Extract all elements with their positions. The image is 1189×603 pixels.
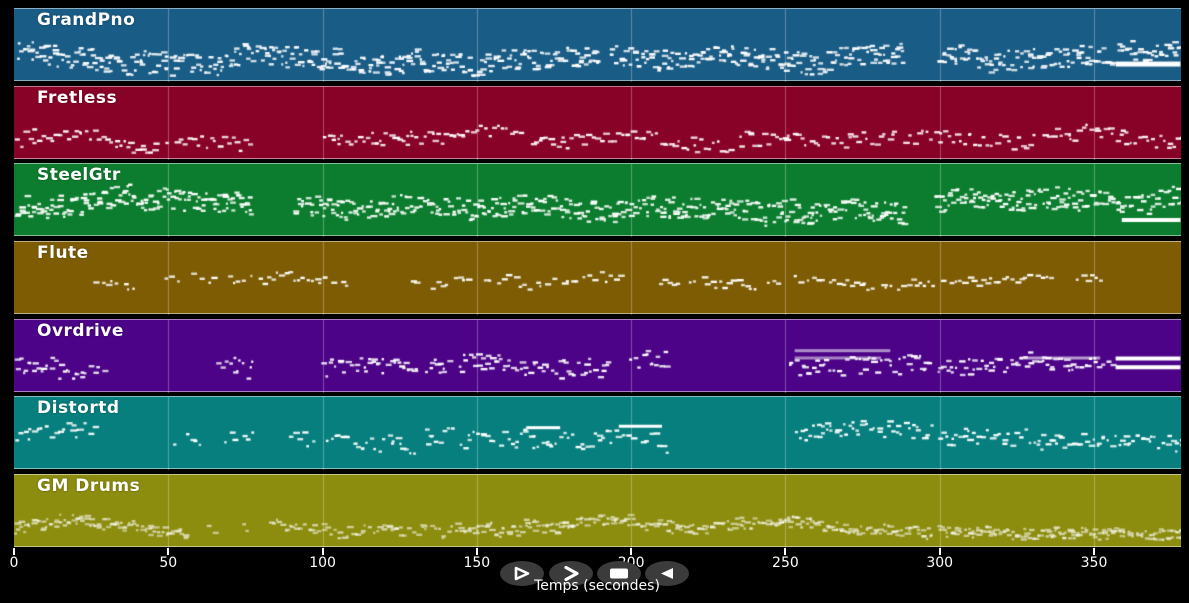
tick-mark (630, 548, 633, 555)
tick-mark (475, 548, 478, 555)
track-notes-canvas (14, 164, 1181, 237)
fast-forward-button[interactable] (549, 561, 593, 586)
play-button[interactable] (500, 561, 544, 586)
track-band-gm-drums: GM Drums (14, 474, 1181, 548)
track-notes-canvas (14, 9, 1181, 82)
play-icon (512, 566, 532, 581)
tick-mark (321, 548, 324, 555)
tick-label: 100 (309, 555, 336, 571)
tick-label: 300 (926, 555, 954, 571)
rewind-button[interactable] (645, 561, 689, 586)
playback-controls (0, 561, 1189, 588)
track-band-flute: Flute (14, 241, 1181, 315)
tick-label: 350 (1080, 555, 1108, 571)
track-label: SteelGtr (37, 165, 121, 185)
stop-button[interactable] (597, 561, 641, 586)
track-notes-canvas (14, 475, 1181, 548)
track-label: GrandPno (37, 10, 136, 30)
track-label: Flute (37, 243, 89, 263)
tick-label: 0 (9, 555, 19, 571)
tick-mark (784, 548, 787, 555)
track-notes-canvas (14, 242, 1181, 315)
tick-label: 50 (159, 555, 178, 571)
stop-icon (609, 566, 629, 581)
tick-mark (167, 548, 170, 555)
track-notes-canvas (14, 87, 1181, 160)
tick-label: 150 (463, 555, 491, 571)
tick-mark (1093, 548, 1095, 555)
track-notes-canvas (14, 397, 1181, 470)
fast-forward-icon (561, 566, 581, 581)
track-band-distortd: Distortd (14, 396, 1181, 470)
track-label: Distortd (37, 398, 120, 418)
track-label: Fretless (37, 88, 118, 108)
tick-label: 250 (772, 555, 799, 571)
track-band-grandpno: GrandPno (14, 8, 1181, 82)
rewind-icon (657, 566, 677, 581)
track-band-fretless: Fretless (14, 86, 1181, 160)
track-band-steelgtr: SteelGtr (14, 163, 1181, 237)
tick-mark (13, 548, 15, 555)
track-band-ovrdrive: Ovrdrive (14, 319, 1181, 393)
track-label: GM Drums (37, 476, 141, 496)
tick-mark (938, 548, 941, 555)
track-label: Ovrdrive (37, 321, 124, 341)
track-notes-canvas (14, 320, 1181, 393)
